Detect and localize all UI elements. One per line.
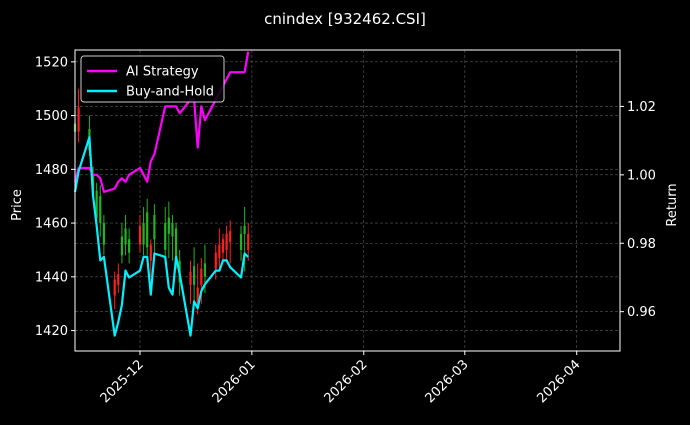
candle-body [196, 287, 199, 304]
candle-body [203, 263, 207, 277]
candle-body [138, 225, 142, 245]
candle-body [225, 233, 228, 250]
y2-tick-label: 1.02 [627, 100, 656, 115]
y-tick-label: 1440 [35, 270, 68, 285]
candle-body [153, 215, 156, 240]
y-axis-label: Price [10, 189, 25, 221]
candle-body [214, 252, 217, 269]
candle-body [113, 279, 116, 296]
candle-body [247, 233, 250, 250]
candle-body [164, 223, 167, 250]
candle-body [171, 223, 174, 237]
candle-body [146, 212, 149, 248]
candle-layer [73, 88, 250, 315]
candle-body [174, 228, 178, 259]
y-tick-label: 1420 [35, 324, 68, 339]
legend: AI Strategy Buy-and-Hold [80, 55, 225, 103]
candle-body [221, 239, 225, 253]
candle-body [218, 244, 221, 259]
y2-tick-label: 0.96 [627, 305, 656, 320]
candle-body [189, 271, 192, 285]
candle-body [102, 223, 105, 245]
candle-body [239, 233, 243, 250]
candle-body [243, 225, 246, 234]
candle-body [128, 239, 131, 253]
candle-body [149, 244, 152, 261]
candle-body [167, 217, 170, 234]
y2-axis-label: Return [665, 183, 680, 226]
candle-body [124, 228, 127, 245]
legend-label: AI Strategy [126, 65, 199, 80]
y-tick-label: 1520 [35, 55, 68, 70]
candle-body [99, 196, 102, 224]
y-tick-label: 1500 [35, 109, 68, 124]
candle-body [120, 236, 124, 256]
plot-frame [74, 49, 621, 352]
candle-body [193, 266, 196, 285]
candle-body [229, 231, 232, 242]
y2-tick-label: 1.00 [627, 168, 656, 183]
y2-tick-label: 0.98 [627, 237, 656, 252]
legend-label: Buy-and-Hold [126, 85, 214, 100]
candle-body [200, 268, 203, 285]
candle-body [77, 107, 80, 132]
y-tick-label: 1460 [35, 217, 68, 232]
series-line [73, 136, 249, 337]
chart-title: cnindex [932462.CSI] [264, 10, 426, 28]
candle-body [142, 223, 145, 245]
candle-body [117, 274, 120, 285]
y-tick-label: 1480 [35, 163, 68, 178]
candle-body [95, 190, 98, 218]
